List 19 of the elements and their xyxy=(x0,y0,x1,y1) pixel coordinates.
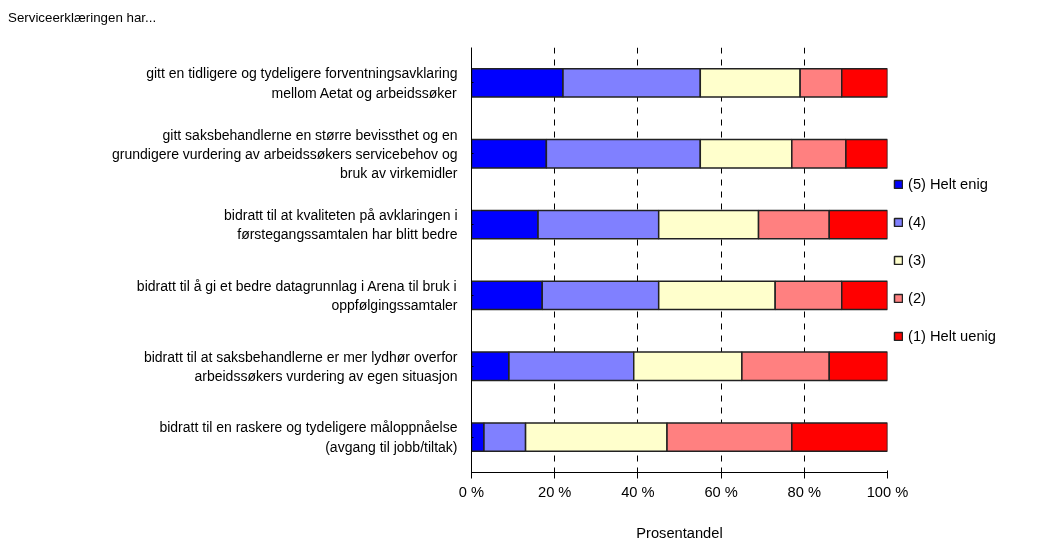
legend-label: (4) xyxy=(908,213,927,230)
x-tick-label: 0 % xyxy=(458,483,485,500)
x-axis-title: Prosentandel xyxy=(636,524,723,541)
legend-label: (2) xyxy=(908,289,927,306)
legend-label: (1) Helt uenig xyxy=(908,327,996,344)
text: Serviceerklæringen har... xyxy=(8,9,157,27)
x-tick-label: 60 % xyxy=(704,483,738,500)
x-tick-label: 80 % xyxy=(787,483,821,500)
y-tick-label: gitt saksbehandlerne en større bevissthet og en grundigere vurdering av arbeidssøkers servicebehov og bruk av virkemidler xyxy=(111,126,458,181)
y-tick-label: bidratt til en raskere og tydeligere måloppnåelse (avgang til jobb/tiltak) xyxy=(159,419,458,455)
legend-label: (3) xyxy=(908,251,927,268)
y-tick-label: bidratt til at saksbehandlerne er mer lydhør overfor arbeidssøkers vurdering av egen situasjon xyxy=(143,348,458,384)
legend-label: (5) Helt enig xyxy=(908,175,988,192)
y-tick-label: bidratt til at kvaliteten på avklaringen i førstegangssamtalen har blitt bedre xyxy=(224,206,458,243)
y-tick-label: bidratt til å gi et bedre datagrunnlag i Arena til bruk i oppfølgingssamtaler xyxy=(136,277,458,314)
x-tick-label: 100 % xyxy=(866,483,909,500)
x-tick-label: 20 % xyxy=(538,483,572,500)
x-tick-label: 40 % xyxy=(621,483,655,500)
y-tick-label: gitt en tidligere og tydeligere forventningsavklaring mellom Aetat og arbeidssøker xyxy=(146,65,458,101)
